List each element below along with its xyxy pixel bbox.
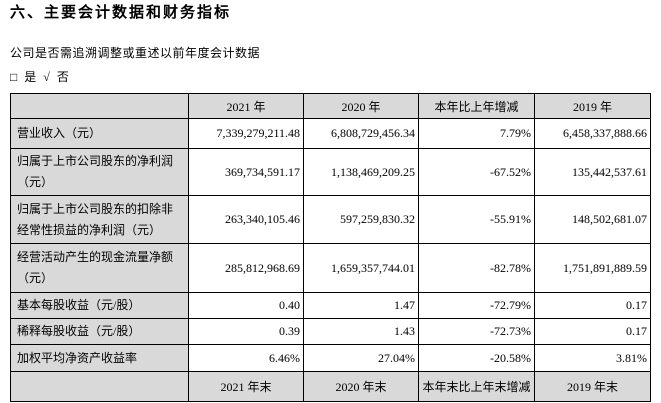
section-title: 六、主要会计数据和财务指标 [10,4,232,21]
cell-value-2021: 7,339,279,211.48 [188,118,304,149]
cell-value-2021: 6.46% [188,344,304,372]
header-cell-yoy-change: 本年比上年增减 [418,93,535,119]
header-cell-blank [10,93,189,119]
table-row-weighted-avg-roe: 加权平均净资产收益率 6.46% 27.04% -20.58% 3.81% [10,344,651,372]
row-label: 经营活动产生的现金流量净额（元） [10,243,189,293]
cell-value-change: -67.52% [418,148,535,196]
cell-value-change: -55.91% [418,195,535,244]
row-label: 基本每股收益（元/股） [10,292,189,319]
key-financials-table: 2021 年 2020 年 本年比上年增减 2019 年 营业收入（元） 7,3… [10,93,651,402]
cell-value-2020: 1,659,357,744.01 [303,243,419,293]
cell-value-change: -72.79% [418,292,535,319]
footer-cell-blank [10,371,189,402]
header-cell-2021: 2021 年 [188,93,304,119]
cell-value-change: -72.73% [418,318,535,345]
cell-value-2021: 0.39 [188,318,304,345]
footer-cell-yoy-end-change: 本年末比上年末增减 [418,371,535,402]
footer-cell-2019-end: 2019 年末 [534,371,651,402]
checkbox-unchecked-icon: □ [10,70,18,84]
cell-value-2019: 0.17 [534,318,651,345]
cell-value-2019: 148,502,681.07 [534,195,651,244]
row-label: 加权平均净资产收益率 [10,344,189,372]
table-footer-row: 2021 年末 2020 年末 本年末比上年末增减 2019 年末 [10,371,651,402]
cell-value-change: -82.78% [418,243,535,293]
cell-value-2020: 6,808,729,456.34 [303,118,419,149]
header-cell-2020: 2020 年 [303,93,419,119]
table-row-revenue: 营业收入（元） 7,339,279,211.48 6,808,729,456.3… [10,118,651,149]
cell-value-2019: 6,458,337,888.66 [534,118,651,149]
table-header-row: 2021 年 2020 年 本年比上年增减 2019 年 [10,93,651,119]
row-label: 归属于上市公司股东的净利润（元） [10,148,189,196]
cell-value-2019: 1,751,891,889.59 [534,243,651,293]
row-label: 营业收入（元） [10,118,189,149]
option-no-label: 否 [56,70,69,84]
footer-cell-2020-end: 2020 年末 [303,371,419,402]
footer-cell-2021-end: 2021 年末 [188,371,304,402]
table-row-basic-eps: 基本每股收益（元/股） 0.40 1.47 -72.79% 0.17 [10,292,651,319]
table-row-operating-cash-flow: 经营活动产生的现金流量净额（元） 285,812,968.69 1,659,35… [10,243,651,293]
cell-value-2021: 369,734,591.17 [188,148,304,196]
header-cell-2019: 2019 年 [534,93,651,119]
cell-value-2020: 1,138,469,209.25 [303,148,419,196]
cell-value-change: -20.58% [418,344,535,372]
table-row-net-profit: 归属于上市公司股东的净利润（元） 369,734,591.17 1,138,46… [10,148,651,196]
row-label: 归属于上市公司股东的扣除非经常性损益的净利润（元） [10,195,189,244]
row-label: 稀释每股收益（元/股） [10,318,189,345]
yes-no-options: □ 是 √ 否 [10,70,650,84]
cell-value-2020: 27.04% [303,344,419,372]
cell-value-2019: 135,442,537.61 [534,148,651,196]
cell-value-2020: 1.47 [303,292,419,319]
table-row-net-profit-excl-nonrecurring: 归属于上市公司股东的扣除非经常性损益的净利润（元） 263,340,105.46… [10,195,651,244]
checkmark-icon: √ [43,70,50,84]
restatement-question: 公司是否需追溯调整或重述以前年度会计数据 [10,46,261,60]
cell-value-2021: 0.40 [188,292,304,319]
cell-value-2020: 597,259,830.32 [303,195,419,244]
table-row-diluted-eps: 稀释每股收益（元/股） 0.39 1.43 -72.73% 0.17 [10,318,651,345]
option-yes-label: 是 [24,70,37,84]
cell-value-2019: 0.17 [534,292,651,319]
cell-value-2019: 3.81% [534,344,651,372]
cell-value-2021: 263,340,105.46 [188,195,304,244]
cell-value-2020: 1.43 [303,318,419,345]
cell-value-2021: 285,812,968.69 [188,243,304,293]
cell-value-change: 7.79% [418,118,535,149]
